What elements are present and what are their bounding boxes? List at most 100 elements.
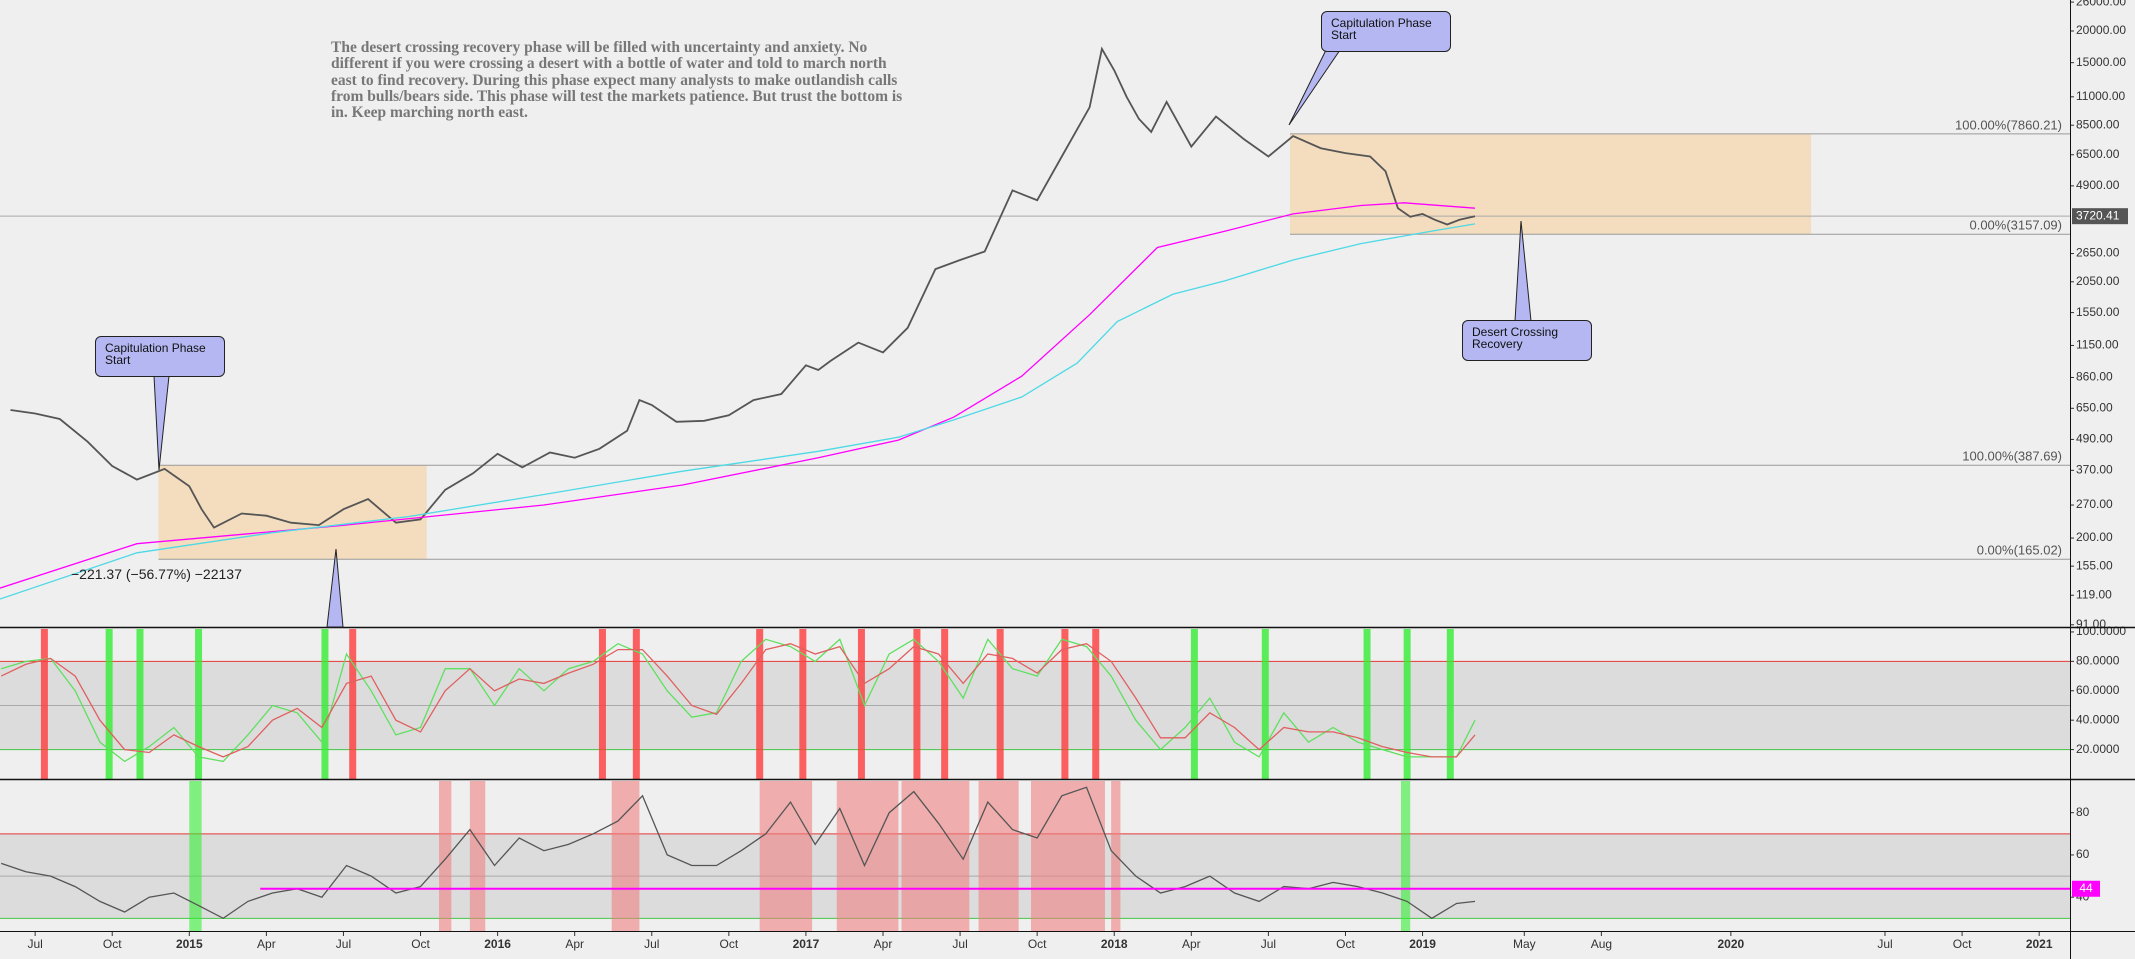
signal-bar	[996, 629, 1004, 779]
signal-bar	[1363, 629, 1371, 779]
y-tick-label: 6500.00	[2076, 147, 2120, 161]
x-tick-label: 2016	[484, 937, 511, 951]
y-tick-label: 100.0000	[2076, 624, 2126, 638]
signal-bar	[1061, 629, 1069, 779]
signal-bar	[857, 629, 865, 779]
rsi-zone	[978, 781, 1019, 931]
signal-bar	[40, 629, 48, 779]
x-tick-label: 2017	[793, 937, 820, 951]
h-line-tag	[2072, 880, 2100, 897]
x-tick-label: Apr	[874, 937, 893, 951]
x-tick-label: Oct	[1336, 937, 1355, 951]
series-line	[1, 638, 1476, 763]
y-tick-label: 370.00	[2076, 463, 2113, 477]
signal-bar	[756, 629, 764, 779]
x-tick-label: Apr	[257, 937, 276, 951]
annotation-note: The desert crossing recovery phase will …	[331, 39, 903, 122]
x-tick-label: Jul	[1261, 937, 1276, 951]
zone	[1289, 133, 1812, 235]
y-tick-label: 860.00	[2076, 370, 2113, 384]
last-price-label: 3720.41	[2076, 208, 2120, 222]
rsi-zone	[1030, 781, 1105, 931]
h-line-label: 44	[2079, 881, 2093, 895]
signal-bar	[1092, 629, 1100, 779]
rsi-zone	[1400, 781, 1411, 931]
x-tick-label: May	[1513, 937, 1536, 951]
fib-label: 100.00%(7860.21)	[1955, 117, 2062, 132]
signal-bar	[632, 629, 640, 779]
x-tick-label: Jul	[952, 937, 967, 951]
x-tick-label: Oct	[1028, 937, 1047, 951]
y-tick-label: 60	[2076, 847, 2090, 861]
y-tick-label: 650.00	[2076, 400, 2113, 414]
measure-label: −221.37 (−56.77%) −22137	[71, 566, 242, 582]
y-tick-label: 119.00	[2076, 587, 2112, 601]
y-tick-label: 1550.00	[2076, 305, 2120, 319]
fib-label: 0.00%(165.02)	[1977, 543, 2062, 558]
y-tick-label: 270.00	[2076, 497, 2113, 511]
y-tick-label: 490.00	[2076, 432, 2113, 446]
rsi-zone	[189, 781, 202, 931]
signal-bar	[195, 629, 203, 779]
x-tick-label: 2021	[2026, 937, 2053, 951]
rsi-zone	[439, 781, 452, 931]
x-tick-label: Oct	[1953, 937, 1972, 951]
y-tick-label: 1150.00	[2076, 338, 2119, 352]
x-tick-label: Aug	[1591, 937, 1612, 951]
x-tick-label: Jul	[644, 937, 659, 951]
y-tick-label: 200.00	[2076, 530, 2113, 544]
y-tick-label: 80.0000	[2076, 654, 2120, 668]
y-tick-label: 11000.00	[2076, 89, 2125, 103]
y-tick-label: 40.0000	[2076, 712, 2120, 726]
signal-bar	[913, 629, 921, 779]
y-tick-label: 2050.00	[2076, 274, 2120, 288]
x-tick-label: Jul	[27, 937, 42, 951]
x-tick-label: Apr	[565, 937, 584, 951]
rsi-zone	[759, 781, 813, 931]
x-tick-label: 2020	[1718, 937, 1745, 951]
x-tick-label: Jul	[336, 937, 351, 951]
x-tick-label: Jul	[1877, 937, 1892, 951]
zone	[158, 465, 427, 560]
rsi-zone	[611, 781, 640, 931]
y-tick-label: 20000.00	[2076, 23, 2126, 37]
x-tick-label: Apr	[1182, 937, 1201, 951]
fib-label: 100.00%(387.69)	[1962, 449, 2062, 464]
x-tick-label: Oct	[720, 937, 739, 951]
signal-bar	[105, 629, 113, 779]
signal-bar	[1403, 629, 1411, 779]
x-tick-label: 2015	[176, 937, 203, 951]
y-tick-label: 20.0000	[2076, 742, 2120, 756]
y-tick-label: 15000.00	[2076, 55, 2126, 69]
y-tick-label: 4900.00	[2076, 178, 2120, 192]
series-line	[0, 202, 1476, 589]
callout: Capitulation Phase Start	[95, 336, 225, 377]
signal-bar	[1261, 629, 1269, 779]
y-tick-label: 26000.00	[2076, 0, 2126, 8]
signal-bar	[1190, 629, 1198, 779]
series-line	[10, 46, 1476, 529]
callout: Desert Crossing Recovery	[1462, 320, 1592, 361]
y-tick-label: 155.00	[2076, 558, 2113, 572]
x-tick-label: Oct	[411, 937, 430, 951]
y-tick-label: 8500.00	[2076, 117, 2120, 131]
signal-bar	[136, 629, 144, 779]
signal-bar	[349, 629, 357, 779]
rsi-zone	[836, 781, 899, 931]
signal-bar	[799, 629, 807, 779]
rsi-zone	[469, 781, 486, 931]
signal-bar	[1446, 629, 1454, 779]
signal-bar	[941, 629, 949, 779]
y-tick-label: 60.0000	[2076, 683, 2120, 697]
x-tick-label: Oct	[103, 937, 122, 951]
signal-bar	[321, 629, 329, 779]
callout-pointer	[326, 548, 344, 628]
x-tick-label: 2019	[1409, 937, 1436, 951]
signal-bar	[598, 629, 606, 779]
series-line	[0, 786, 1476, 920]
x-tick-label: 2018	[1101, 937, 1128, 951]
rsi-zone	[901, 781, 970, 931]
callout: Capitulation Phase Start	[1321, 11, 1451, 52]
